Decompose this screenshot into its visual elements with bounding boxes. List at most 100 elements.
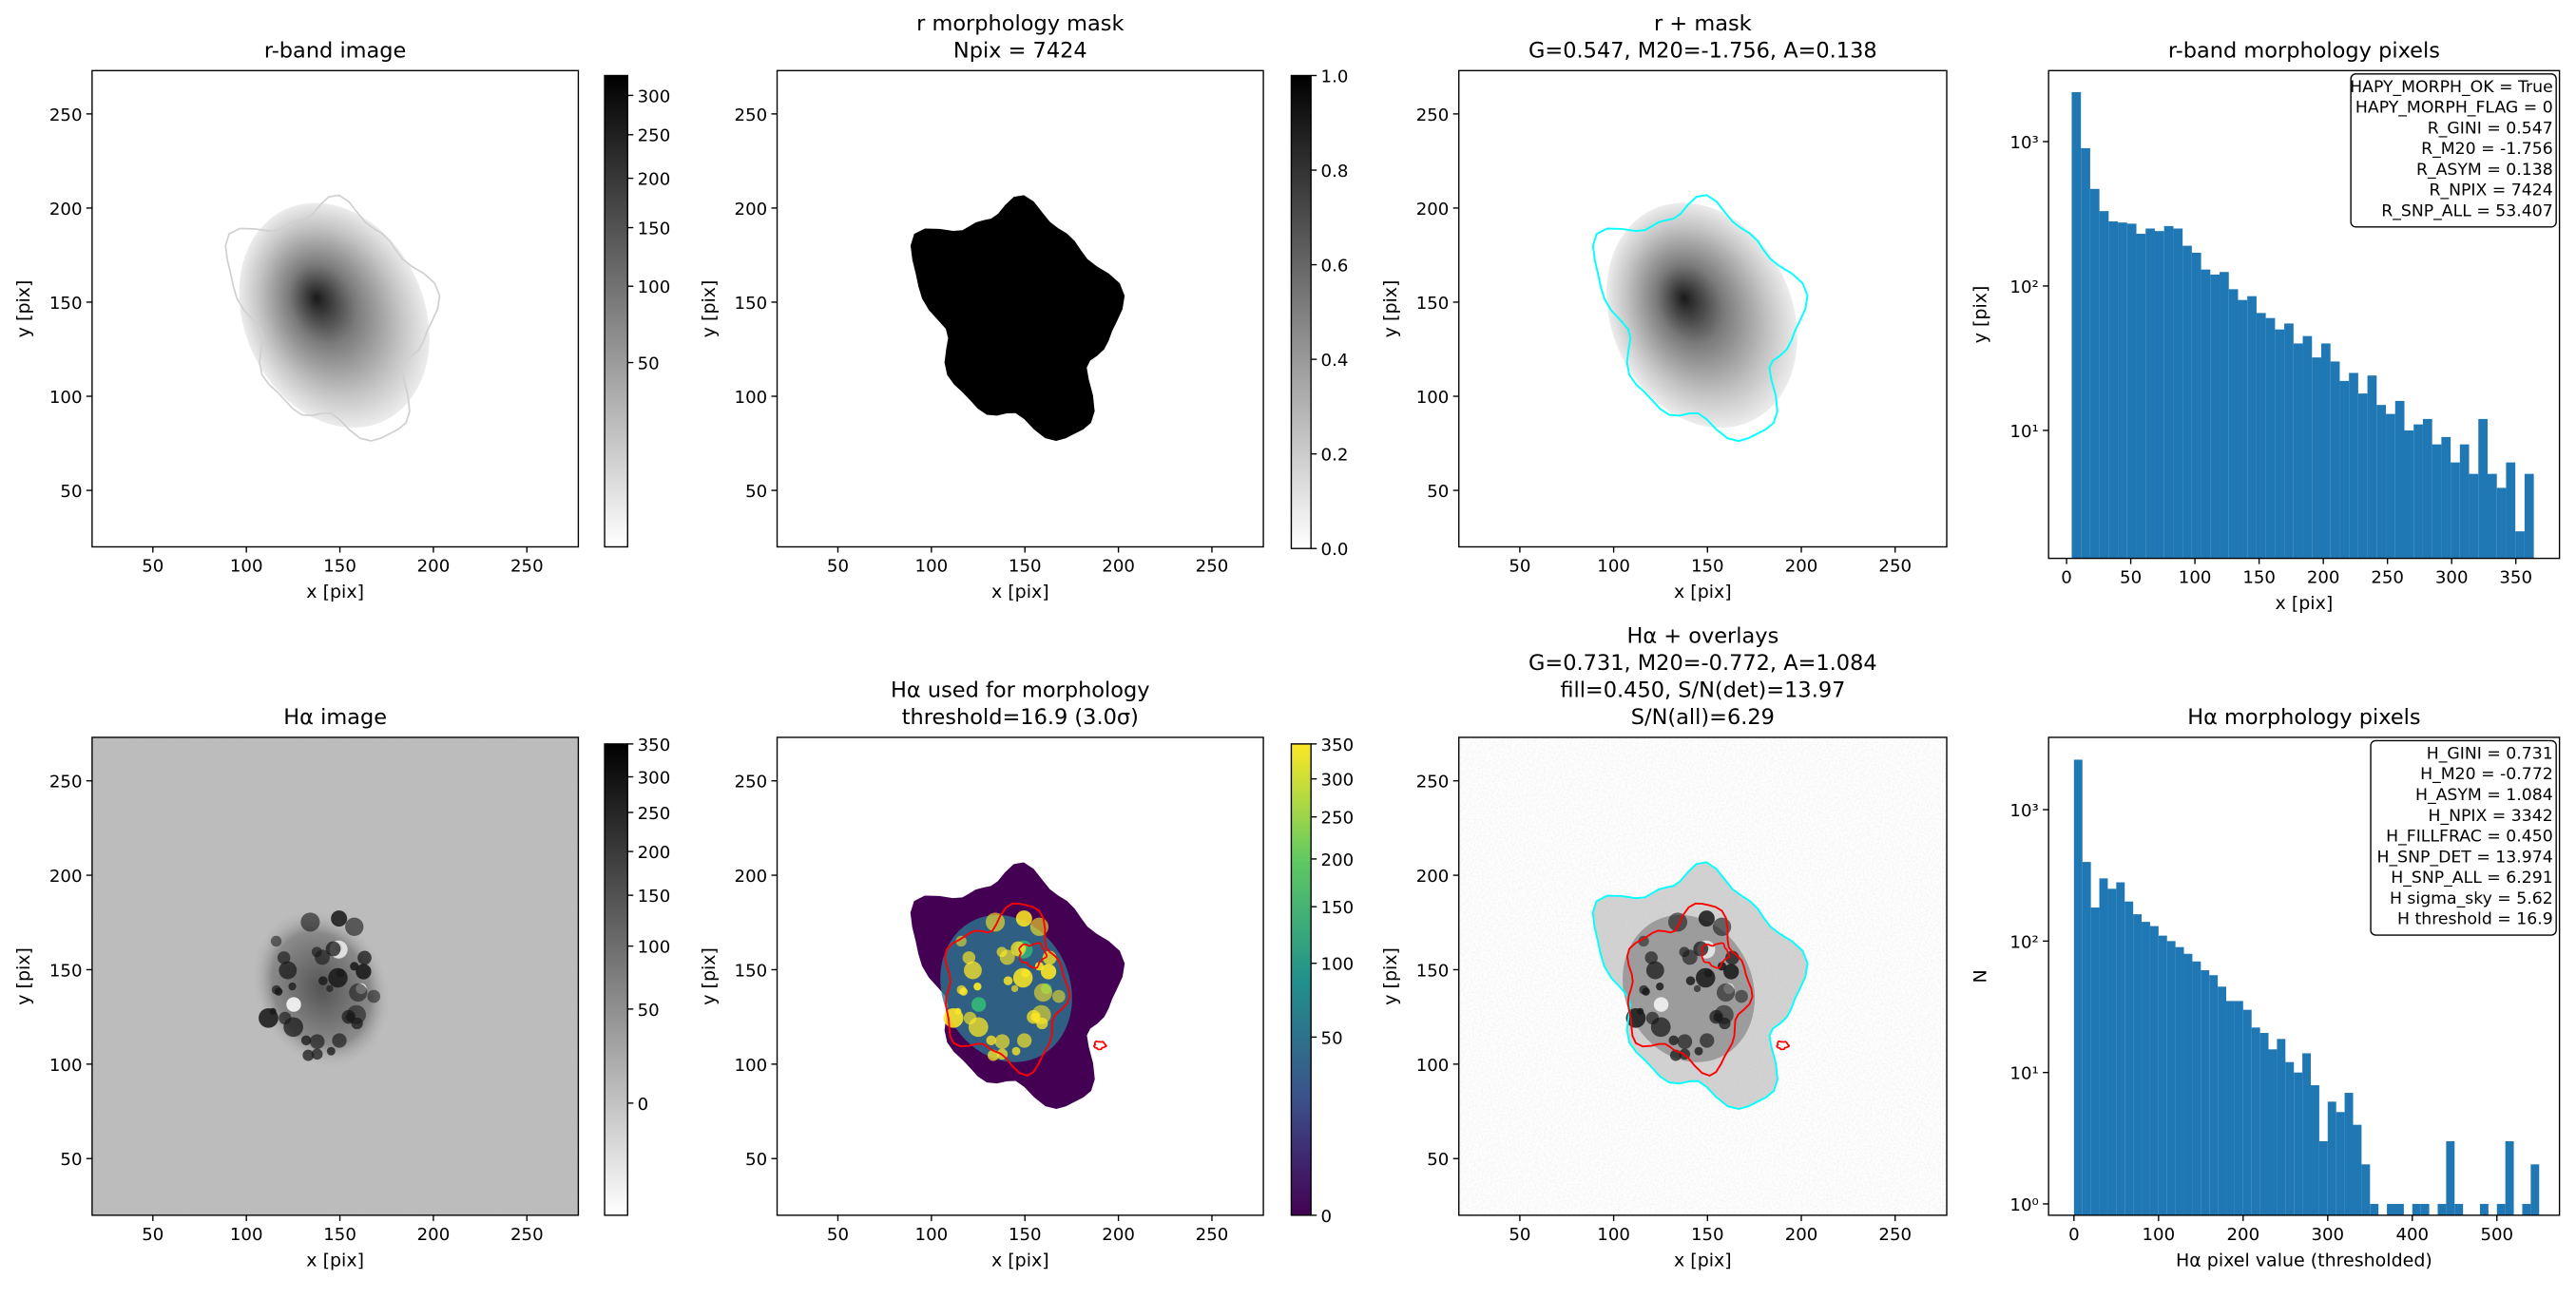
- colorbar-tick-label: 0.4: [1321, 351, 1349, 371]
- y-tick-label: 250: [1416, 773, 1450, 793]
- knot: [971, 997, 987, 1012]
- knot: [1645, 961, 1664, 980]
- knot: [270, 935, 282, 947]
- bar: [2330, 361, 2340, 559]
- x-tick-label: 100: [1597, 556, 1630, 576]
- knot: [1668, 1035, 1679, 1046]
- x-tick-label: 200: [1785, 1225, 1818, 1245]
- knot: [964, 961, 982, 980]
- bar: [2247, 296, 2257, 559]
- bar: [2116, 882, 2125, 1215]
- y-tick-label: 150: [735, 294, 768, 314]
- contour: [1701, 942, 1731, 969]
- annotation-text: R_NPIX = 7424: [2429, 181, 2552, 201]
- bar: [2099, 211, 2109, 559]
- y-tick-label: 100: [49, 388, 83, 408]
- bar: [2238, 299, 2248, 559]
- knot: [1003, 976, 1013, 985]
- knot: [288, 983, 297, 991]
- y-tick-label: 50: [60, 482, 82, 502]
- bar: [2441, 436, 2451, 559]
- knot: [1040, 964, 1057, 980]
- knot: [302, 1049, 315, 1061]
- knot: [1703, 968, 1713, 978]
- x-tick-label: 250: [2371, 568, 2404, 588]
- bar: [2505, 1140, 2514, 1215]
- knot: [1031, 1004, 1051, 1024]
- bar: [2353, 1124, 2362, 1215]
- y-axis-label: y [pix]: [1380, 280, 1401, 338]
- bar: [2163, 225, 2174, 559]
- y-axis-label: y [pix]: [699, 947, 720, 1005]
- knot: [269, 1007, 277, 1015]
- y-tick-label: 250: [735, 773, 768, 793]
- colorbar-tick-label: 0.6: [1321, 256, 1349, 276]
- bar: [2136, 233, 2146, 559]
- x-tick-label: 250: [1196, 556, 1229, 576]
- y-tick-label: 10²: [2009, 932, 2038, 952]
- y-axis-label: y [pix]: [1970, 286, 1990, 344]
- bar: [2158, 935, 2167, 1215]
- bar: [2268, 1049, 2278, 1215]
- x-tick-label: 200: [1102, 556, 1135, 576]
- colorbar: [1290, 74, 1312, 549]
- x-tick-label: 250: [1196, 1225, 1229, 1245]
- knot: [1017, 1033, 1032, 1048]
- x-axis-label: x [pix]: [991, 1250, 1049, 1270]
- panel-title: r-band morphology pixels: [2168, 38, 2440, 63]
- contour: [1092, 1040, 1107, 1051]
- bar: [2387, 1203, 2395, 1215]
- knot: [1034, 962, 1044, 971]
- y-axis-label: y [pix]: [699, 280, 720, 338]
- axes-frame: [2047, 736, 2561, 1216]
- bar: [2302, 335, 2313, 559]
- colorbar-tick-label: 150: [638, 887, 671, 907]
- bar: [2071, 91, 2082, 559]
- bar: [2182, 245, 2192, 559]
- galaxy-edge: [224, 194, 441, 442]
- bar: [2183, 953, 2193, 1215]
- y-tick-label: 150: [1416, 294, 1450, 314]
- x-tick-label: 50: [1509, 1225, 1530, 1245]
- y-tick-label: 100: [735, 1056, 768, 1076]
- x-tick-label: 50: [142, 1225, 163, 1245]
- y-tick-label: 50: [60, 1150, 82, 1170]
- knot: [994, 1034, 1010, 1049]
- bar: [2285, 1061, 2295, 1215]
- bar: [2108, 221, 2119, 559]
- image: [224, 194, 441, 442]
- knot: [1638, 935, 1649, 947]
- bar: [2459, 444, 2470, 559]
- x-axis-label: x [pix]: [306, 1250, 364, 1270]
- x-tick-label: 100: [230, 556, 263, 576]
- bar: [2251, 1027, 2260, 1215]
- bar: [2175, 946, 2184, 1215]
- x-tick-label: 50: [827, 556, 849, 576]
- y-axis-label: y [pix]: [1380, 947, 1401, 1005]
- y-tick-label: 50: [745, 482, 767, 502]
- y-tick-label: 150: [735, 961, 768, 981]
- knot: [346, 1004, 366, 1024]
- annotation-text: HAPY_MORPH_OK = True: [2350, 78, 2553, 97]
- colorbar: [604, 743, 628, 1216]
- x-tick-label: 400: [2395, 1225, 2429, 1245]
- annotation-box: [2350, 73, 2557, 228]
- annotation-text: H threshold = 16.9: [2397, 910, 2553, 929]
- colorbar-tick-label: 300: [638, 86, 671, 106]
- colorbar-tick-label: 250: [638, 126, 671, 146]
- knot: [300, 1035, 312, 1046]
- knot: [1716, 983, 1736, 1003]
- knot: [1694, 1046, 1703, 1056]
- bar: [2394, 400, 2405, 559]
- bar: [2437, 1203, 2447, 1215]
- contour: [1625, 902, 1754, 1078]
- annotation-text: H_ASYM = 1.084: [2415, 786, 2553, 805]
- knot: [954, 1007, 962, 1015]
- colorbar-tick-label: 0: [638, 1095, 649, 1115]
- bar: [2201, 269, 2211, 559]
- panel-title: fill=0.450, S/N(det)=13.97: [1560, 678, 1845, 703]
- bar: [2478, 418, 2488, 559]
- x-tick-label: 500: [2480, 1225, 2513, 1245]
- bar: [2234, 1001, 2243, 1215]
